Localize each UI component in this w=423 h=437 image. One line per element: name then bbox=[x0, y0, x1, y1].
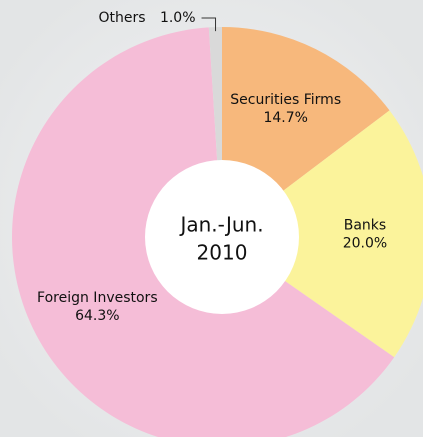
slice-label: Foreign Investors bbox=[37, 290, 158, 306]
center-label: Jan.-Jun. bbox=[178, 213, 263, 237]
center-label: 2010 bbox=[197, 241, 248, 265]
slice-label: Securities Firms bbox=[230, 92, 341, 108]
slice-label: Others bbox=[98, 10, 145, 26]
slice-value: 14.7% bbox=[263, 110, 307, 126]
donut-hole bbox=[145, 160, 299, 314]
slice-value: 1.0% bbox=[160, 10, 196, 26]
slice-label: Banks bbox=[344, 217, 386, 233]
slice bbox=[222, 110, 423, 358]
slice-value: 20.0% bbox=[343, 235, 387, 251]
slice-value: 64.3% bbox=[75, 308, 119, 324]
leader-line bbox=[201, 17, 217, 32]
